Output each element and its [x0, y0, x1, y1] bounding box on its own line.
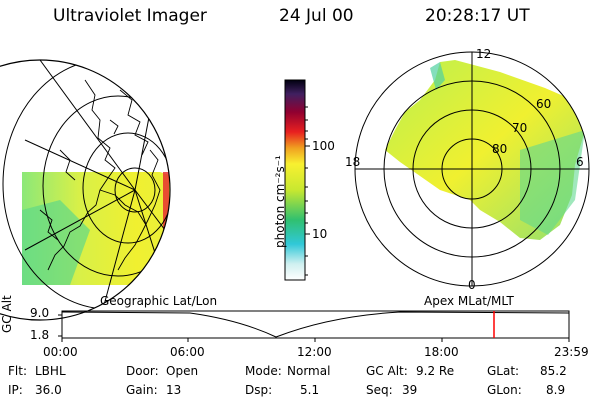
- dsp-value: 5.1: [300, 383, 320, 397]
- polar-plot: [354, 51, 590, 287]
- gain-value: 13: [166, 383, 182, 397]
- door-value: Open: [166, 364, 199, 378]
- seq-value: 39: [402, 383, 418, 397]
- dsp-label: Dsp:: [245, 383, 273, 397]
- orbit-xtick-0600: 06:00: [170, 345, 205, 359]
- orbit-ylabel: GC Alt: [0, 295, 14, 333]
- mlat-label-70: 70: [512, 121, 528, 135]
- orbit-ytick-1-8: 1.8: [30, 328, 50, 342]
- filter-label: Flt:: [8, 364, 27, 378]
- glat-value: 85.2: [540, 364, 567, 378]
- orbit-ytick-9: 9.0: [30, 306, 50, 320]
- ip-value: 36.0: [35, 383, 62, 397]
- colorbar: [284, 79, 310, 281]
- mode-value: Normal: [287, 364, 331, 378]
- colorbar-tick-10: 10: [312, 227, 328, 241]
- gc-alt-value: 9.2 Re: [416, 364, 455, 378]
- orbit-xtick-0000: 00:00: [43, 345, 78, 359]
- colorbar-unit-label: photon cm⁻²s⁻¹: [273, 155, 287, 248]
- ip-label: IP:: [8, 383, 23, 397]
- mlt-label-0: 0: [468, 278, 476, 292]
- mlt-label-12: 12: [476, 47, 492, 61]
- image-date: 24 Jul 00: [279, 6, 354, 26]
- orbit-xtick-1800: 18:00: [424, 345, 459, 359]
- orbit-xtick-2359: 23:59: [554, 345, 589, 359]
- mlat-label-80: 80: [492, 142, 508, 156]
- mode-label: Mode:: [245, 364, 282, 378]
- mlt-label-6: 6: [576, 155, 584, 169]
- glon-value: 8.9: [546, 383, 566, 397]
- colorbar-tick-100: 100: [312, 139, 335, 153]
- glon-label: GLon:: [487, 383, 522, 397]
- mlt-label-18: 18: [345, 155, 361, 169]
- filter-value: LBHL: [35, 364, 66, 378]
- glat-label: GLat:: [487, 364, 520, 378]
- orbit-xtick-1200: 12:00: [297, 345, 332, 359]
- gc-alt-label: GC Alt:: [366, 364, 408, 378]
- mlat-label-60: 60: [536, 97, 552, 111]
- instrument-title: Ultraviolet Imager: [53, 6, 207, 26]
- door-label: Door:: [126, 364, 159, 378]
- apex-caption: Apex MLat/MLT: [424, 294, 514, 308]
- gain-label: Gain:: [126, 383, 158, 397]
- geographic-globe: [0, 59, 171, 321]
- orbit-altitude-panel: [58, 310, 570, 342]
- seq-label: Seq:: [366, 383, 393, 397]
- image-time: 20:28:17 UT: [425, 6, 530, 26]
- geographic-caption: Geographic Lat/Lon: [100, 294, 218, 308]
